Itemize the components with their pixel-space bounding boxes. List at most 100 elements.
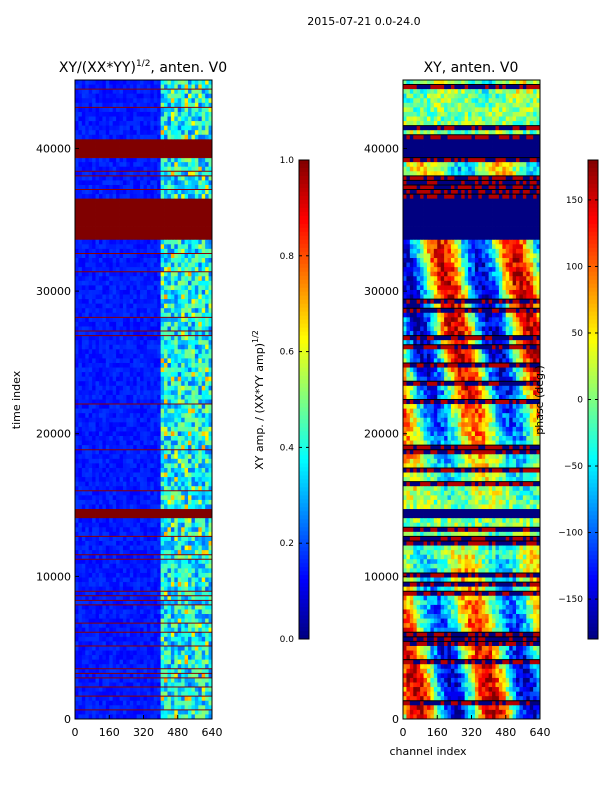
amplitude-heatmap-cell xyxy=(75,578,79,583)
amplitude-heatmap-cell xyxy=(144,637,148,642)
amplitude-heatmap-cell xyxy=(140,217,144,222)
amplitude-heatmap-cell xyxy=(185,381,189,386)
amplitude-heatmap-cell xyxy=(89,381,93,386)
amplitude-heatmap-cell xyxy=(75,199,79,204)
amplitude-heatmap-cell xyxy=(140,637,144,642)
amplitude-heatmap-cell xyxy=(120,253,124,258)
amplitude-heatmap-cell xyxy=(191,491,195,496)
amplitude-heatmap-cell xyxy=(92,477,96,482)
amplitude-heatmap-cell xyxy=(174,363,178,368)
amplitude-heatmap-cell xyxy=(78,89,82,94)
amplitude-heatmap-cell xyxy=(89,258,93,263)
amplitude-heatmap-cell xyxy=(99,418,103,423)
amplitude-heatmap-cell xyxy=(99,491,103,496)
amplitude-heatmap-cell xyxy=(120,418,124,423)
amplitude-heatmap-cell xyxy=(202,605,206,610)
amplitude-heatmap-cell xyxy=(164,263,168,268)
amplitude-heatmap-cell xyxy=(130,290,134,295)
amplitude-heatmap-cell xyxy=(191,468,195,473)
amplitude-heatmap-cell xyxy=(164,527,168,532)
amplitude-heatmap-cell xyxy=(109,514,113,519)
amplitude-heatmap-cell xyxy=(181,363,185,368)
amplitude-heatmap-cell xyxy=(140,536,144,541)
amplitude-heatmap-cell xyxy=(171,386,175,391)
amplitude-heatmap-cell xyxy=(82,217,86,222)
amplitude-heatmap-cell xyxy=(92,107,96,112)
amplitude-heatmap-cell xyxy=(89,158,93,163)
amplitude-heatmap-cell xyxy=(126,299,130,304)
amplitude-heatmap-cell xyxy=(92,340,96,345)
amplitude-heatmap-cell xyxy=(102,514,106,519)
amplitude-heatmap-cell xyxy=(92,112,96,117)
amplitude-heatmap-cell xyxy=(154,144,158,149)
amplitude-heatmap-cell xyxy=(85,609,89,614)
amplitude-heatmap-cell xyxy=(167,221,171,226)
amplitude-heatmap-cell xyxy=(202,609,206,614)
amplitude-heatmap-cell xyxy=(102,336,106,341)
amplitude-heatmap-cell xyxy=(191,418,195,423)
amplitude-heatmap-cell xyxy=(195,491,199,496)
amplitude-heatmap-cell xyxy=(181,605,185,610)
amplitude-heatmap-cell xyxy=(154,354,158,359)
amplitude-heatmap-cell xyxy=(130,281,134,286)
amplitude-heatmap-cell xyxy=(144,162,148,167)
amplitude-heatmap-cell xyxy=(167,244,171,249)
amplitude-heatmap-cell xyxy=(113,176,117,181)
amplitude-heatmap-cell xyxy=(198,244,202,249)
amplitude-heatmap-cell xyxy=(75,217,79,222)
amplitude-heatmap-cell xyxy=(130,354,134,359)
amplitude-heatmap-cell xyxy=(147,253,151,258)
amplitude-heatmap-cell xyxy=(75,381,79,386)
amplitude-heatmap-cell xyxy=(96,632,100,637)
amplitude-heatmap-cell xyxy=(133,180,137,185)
amplitude-heatmap-cell xyxy=(181,139,185,144)
amplitude-heatmap-cell xyxy=(89,336,93,341)
amplitude-heatmap-cell xyxy=(82,226,86,231)
amplitude-heatmap-cell xyxy=(78,308,82,313)
amplitude-heatmap-cell xyxy=(198,623,202,628)
amplitude-heatmap-cell xyxy=(109,413,113,418)
amplitude-heatmap-cell xyxy=(188,231,192,236)
amplitude-heatmap-cell xyxy=(202,263,206,268)
amplitude-heatmap-cell xyxy=(150,117,154,122)
amplitude-heatmap-cell xyxy=(75,463,79,468)
amplitude-heatmap-cell xyxy=(92,514,96,519)
amplitude-heatmap-cell xyxy=(102,381,106,386)
amplitude-heatmap-cell xyxy=(106,194,110,199)
amplitude-heatmap-cell xyxy=(92,162,96,167)
amplitude-heatmap-cell xyxy=(137,431,141,436)
amplitude-heatmap-cell xyxy=(195,609,199,614)
amplitude-heatmap-cell xyxy=(130,176,134,181)
amplitude-heatmap-cell xyxy=(140,317,144,322)
amplitude-heatmap-cell xyxy=(92,121,96,126)
amplitude-heatmap-cell xyxy=(147,176,151,181)
amplitude-heatmap-cell xyxy=(164,409,168,414)
amplitude-heatmap-cell xyxy=(144,372,148,377)
amplitude-heatmap-cell xyxy=(120,281,124,286)
amplitude-heatmap-cell xyxy=(188,559,192,564)
amplitude-heatmap-cell xyxy=(89,450,93,455)
amplitude-heatmap-cell xyxy=(188,176,192,181)
amplitude-heatmap-cell xyxy=(174,368,178,373)
amplitude-heatmap-cell xyxy=(164,468,168,473)
amplitude-heatmap-cell xyxy=(140,231,144,236)
amplitude-heatmap-cell xyxy=(120,500,124,505)
amplitude-heatmap-cell xyxy=(202,523,206,528)
amplitude-heatmap-cell xyxy=(140,299,144,304)
amplitude-heatmap-cell xyxy=(123,322,127,327)
amplitude-heatmap-cell xyxy=(191,126,195,131)
amplitude-heatmap-cell xyxy=(109,190,113,195)
amplitude-heatmap-cell xyxy=(133,203,137,208)
amplitude-heatmap-cell xyxy=(178,235,182,240)
amplitude-heatmap-cell xyxy=(133,235,137,240)
amplitude-heatmap-cell xyxy=(202,527,206,532)
amplitude-heatmap-cell xyxy=(82,354,86,359)
amplitude-heatmap-cell xyxy=(116,240,120,245)
amplitude-heatmap-cell xyxy=(116,372,120,377)
amplitude-heatmap-cell xyxy=(102,441,106,446)
amplitude-heatmap-cell xyxy=(185,509,189,514)
amplitude-heatmap-cell xyxy=(178,117,182,122)
amplitude-heatmap-cell xyxy=(137,441,141,446)
amplitude-heatmap-cell xyxy=(130,536,134,541)
amplitude-heatmap-cell xyxy=(75,336,79,341)
